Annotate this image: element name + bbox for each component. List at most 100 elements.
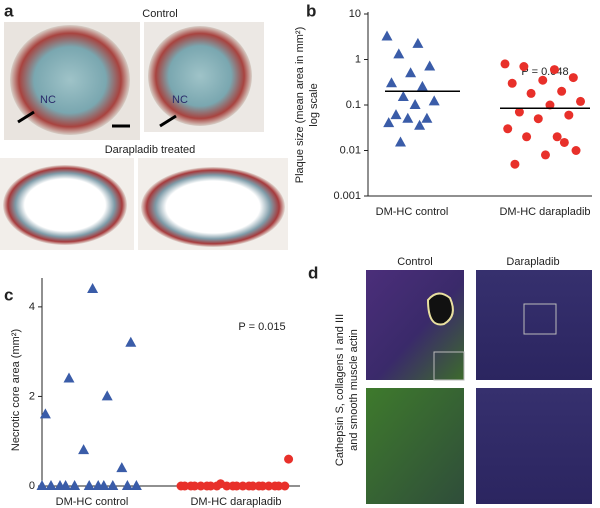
data-point xyxy=(514,107,524,117)
y-tick-label: 0.01 xyxy=(340,144,361,156)
caption: Control xyxy=(142,8,177,20)
data-point xyxy=(258,481,268,491)
data-point xyxy=(238,481,248,491)
data-point xyxy=(533,114,543,124)
y-axis-label: Cathepsin S, collagens I and III xyxy=(334,314,346,466)
data-point xyxy=(402,112,414,123)
data-point xyxy=(510,159,520,169)
vessel xyxy=(3,165,127,245)
data-point xyxy=(196,481,206,491)
data-point xyxy=(405,67,417,78)
data-point xyxy=(284,454,294,464)
arrow xyxy=(159,114,177,128)
data-point xyxy=(69,480,81,490)
data-point xyxy=(190,481,200,491)
data-point xyxy=(421,112,433,123)
data-point xyxy=(216,479,226,489)
fluorescence-image xyxy=(366,270,464,380)
data-point xyxy=(121,480,133,490)
data-point xyxy=(280,481,290,491)
data-point xyxy=(568,73,578,83)
data-point xyxy=(414,119,426,130)
data-point xyxy=(390,109,402,120)
arrow xyxy=(17,110,35,124)
data-point xyxy=(83,480,95,490)
data-point xyxy=(428,95,440,106)
data-point xyxy=(552,132,562,142)
data-point xyxy=(519,62,529,72)
y-tick-label: 0.001 xyxy=(333,190,361,202)
panel-letter: a xyxy=(4,1,14,20)
x-tick-label: DM-HC control xyxy=(56,496,129,508)
data-point xyxy=(526,88,536,98)
data-point xyxy=(540,150,550,160)
vessel xyxy=(148,26,252,126)
y-tick-label: 1 xyxy=(355,53,361,65)
data-point xyxy=(564,110,574,120)
vessel xyxy=(10,25,130,135)
data-point xyxy=(571,146,581,155)
vessel xyxy=(141,167,285,247)
panel-letter: b xyxy=(306,1,316,20)
lumen xyxy=(426,292,454,326)
caption: Darapladib treated xyxy=(105,144,196,156)
data-point xyxy=(381,30,393,41)
data-point xyxy=(180,481,190,491)
inset-box xyxy=(523,303,557,335)
data-point xyxy=(393,48,405,59)
y-tick-label: 0.1 xyxy=(346,99,361,111)
data-point xyxy=(264,481,274,491)
y-axis-label: and smooth muscle actin xyxy=(348,329,360,451)
data-point xyxy=(409,99,421,109)
data-point xyxy=(424,60,436,71)
annotation: P = 0.048 xyxy=(521,66,568,78)
column-label: Control xyxy=(397,256,432,268)
x-tick-label: DM-HC control xyxy=(376,206,449,218)
data-point xyxy=(248,481,258,491)
data-point xyxy=(522,132,532,142)
y-axis-label: log scale xyxy=(308,83,320,126)
data-point xyxy=(232,481,242,491)
panel-letter: d xyxy=(308,263,318,282)
data-point xyxy=(130,480,142,490)
y-axis-label: Necrotic core area (mm²) xyxy=(10,329,22,451)
data-point xyxy=(576,96,586,106)
annotation: P = 0.015 xyxy=(238,321,285,333)
data-point xyxy=(538,75,548,85)
data-point xyxy=(274,481,284,491)
panel-letter: c xyxy=(4,285,13,304)
data-point xyxy=(54,480,66,490)
data-point xyxy=(395,136,406,147)
data-point xyxy=(386,77,397,88)
fluorescence-image xyxy=(366,388,464,504)
inset-box xyxy=(433,351,465,381)
data-point xyxy=(545,100,555,110)
data-point xyxy=(206,481,216,491)
data-point xyxy=(39,408,51,419)
y-axis-label: Plaque size (mean area in mm²) xyxy=(294,27,306,184)
fluorescence-image xyxy=(476,270,592,380)
data-point xyxy=(549,65,559,75)
x-tick-label: DM-HC darapladib xyxy=(499,206,590,218)
data-point xyxy=(559,137,569,147)
data-point xyxy=(416,80,428,91)
data-point xyxy=(87,282,99,293)
x-tick-label: DM-HC darapladib xyxy=(190,496,281,508)
y-tick-label: 0 xyxy=(29,480,35,492)
y-tick-label: 10 xyxy=(349,8,361,20)
nc-label: NC xyxy=(40,94,56,106)
data-point xyxy=(116,462,128,473)
nc-label: NC xyxy=(172,94,188,106)
data-point xyxy=(507,78,517,88)
fluorescence-image xyxy=(476,388,592,504)
data-point xyxy=(63,372,75,383)
y-tick-label: 4 xyxy=(29,301,35,313)
data-point xyxy=(45,480,57,490)
data-point xyxy=(397,90,409,101)
data-point xyxy=(412,37,424,48)
data-point xyxy=(503,124,513,134)
data-point xyxy=(92,480,104,490)
y-tick-label: 2 xyxy=(29,390,35,402)
data-point xyxy=(107,480,119,490)
